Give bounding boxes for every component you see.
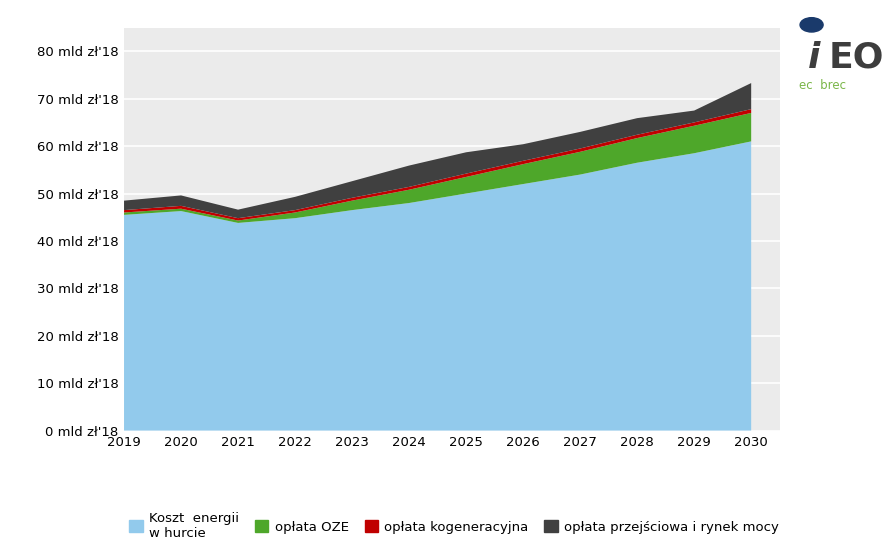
Legend: Koszt  energii
w hurcie, opłata OZE, opłata kogeneracyjna, opłata przejściowa i : Koszt energii w hurcie, opłata OZE, opła… bbox=[124, 506, 784, 545]
Text: ec  brec: ec brec bbox=[798, 79, 846, 92]
Text: EO: EO bbox=[828, 41, 884, 75]
Text: i: i bbox=[808, 41, 820, 75]
